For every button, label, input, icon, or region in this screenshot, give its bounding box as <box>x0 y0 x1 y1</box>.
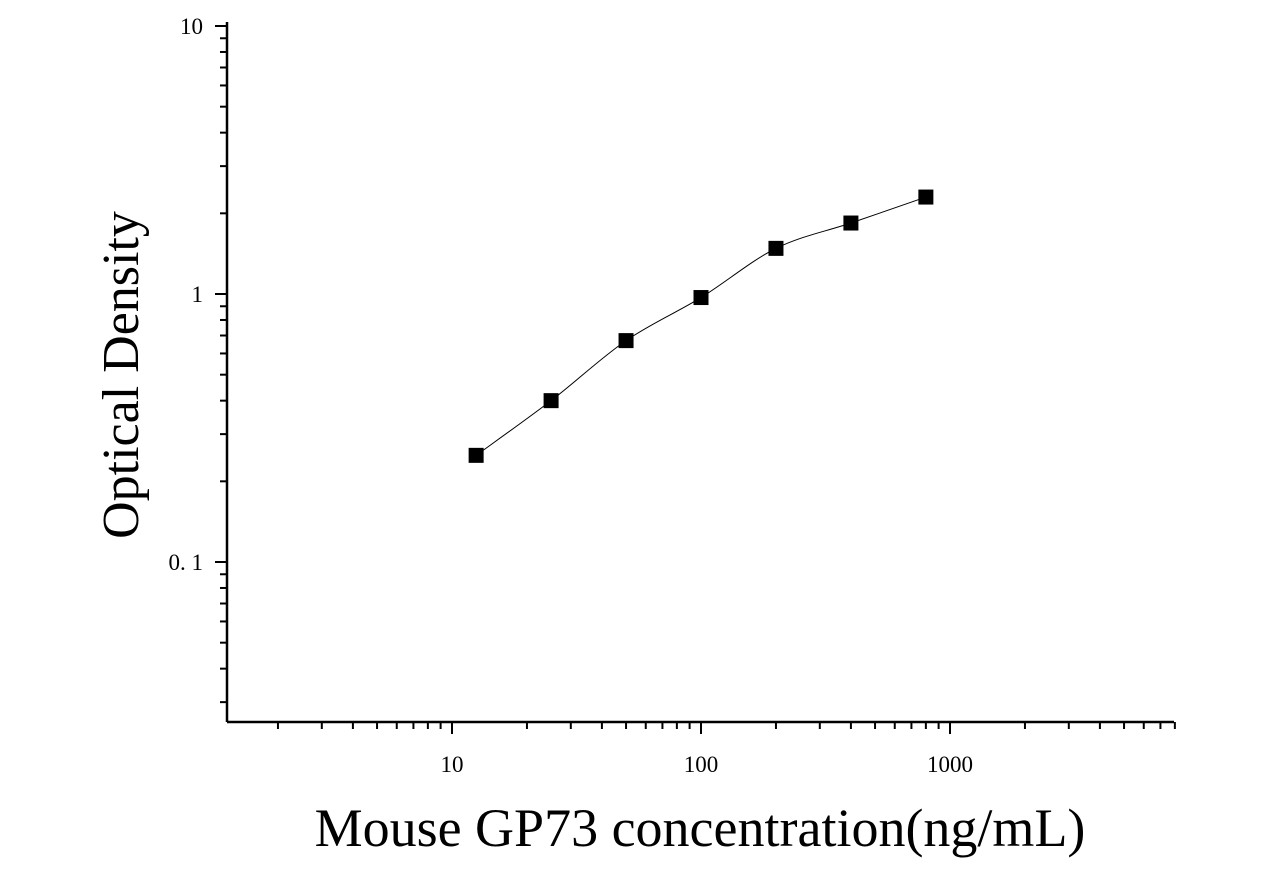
x-tick-label: 100 <box>684 752 719 777</box>
data-points <box>468 189 934 463</box>
data-point <box>918 189 934 205</box>
data-point <box>843 215 859 231</box>
tick-labels: 10 100 1000 10 1 0. 1 <box>169 14 974 777</box>
data-point <box>543 393 559 409</box>
data-point <box>693 290 709 306</box>
x-axis-title: Mouse GP73 concentration(ng/mL) <box>315 798 1086 858</box>
y-tick-label: 0. 1 <box>169 550 204 575</box>
minor-ticks <box>220 37 1176 729</box>
data-point <box>618 333 634 349</box>
x-tick-label: 10 <box>441 752 464 777</box>
y-tick-label: 1 <box>192 282 204 307</box>
fit-curve <box>475 196 927 456</box>
y-tick-label: 10 <box>180 14 203 39</box>
x-tick-label: 1000 <box>927 752 973 777</box>
y-axis-title: Optical Density <box>93 211 150 539</box>
data-point <box>468 447 484 463</box>
major-ticks <box>215 25 951 734</box>
data-point <box>768 240 784 256</box>
